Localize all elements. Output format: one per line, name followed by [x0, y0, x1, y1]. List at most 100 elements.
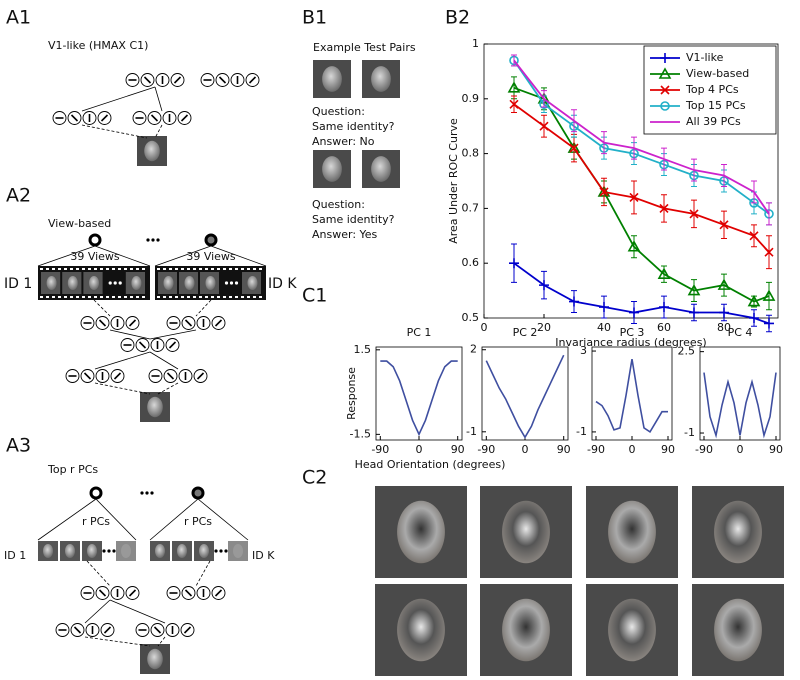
- perforation: [52, 268, 55, 270]
- series-line: [595, 358, 668, 434]
- filter-stroke: [150, 114, 159, 122]
- perforation: [100, 296, 103, 298]
- filter-stroke: [73, 626, 82, 634]
- x-tick-label: 0: [416, 443, 423, 456]
- id-label: ID 1: [4, 276, 32, 292]
- connector: [149, 498, 199, 541]
- perforation: [229, 268, 232, 270]
- head: [714, 598, 762, 662]
- dashed-connector: [157, 636, 166, 647]
- filter-stroke: [70, 114, 79, 122]
- ellipsis-dot: [102, 549, 106, 553]
- chart-title: PC 3: [620, 326, 645, 339]
- series-line: [513, 59, 770, 215]
- connector: [154, 86, 163, 112]
- perforation: [193, 296, 196, 298]
- panel-label: A3: [6, 435, 31, 457]
- series-line: [513, 262, 770, 325]
- perforation: [187, 296, 190, 298]
- group-label: 39 Views: [70, 250, 120, 263]
- marker: [660, 85, 670, 95]
- filter-stroke: [83, 372, 92, 380]
- error-bar: [751, 180, 757, 204]
- connector: [210, 245, 267, 267]
- marker: [687, 283, 701, 296]
- ellipsis-dot: [140, 491, 144, 495]
- perforation: [130, 296, 133, 298]
- y-tick-label: 0.5: [462, 311, 480, 324]
- y-tick-label: 2.5: [678, 345, 696, 358]
- x-tick-label: -90: [587, 443, 605, 456]
- perforation: [205, 268, 208, 270]
- head: [608, 500, 656, 564]
- head: [177, 544, 187, 558]
- id-label: ID K: [252, 549, 275, 562]
- error-bar: [691, 158, 697, 182]
- chart-title: PC 1: [407, 326, 432, 339]
- error-bar: [571, 109, 577, 133]
- filter-stroke: [168, 341, 177, 349]
- unit-icon: [204, 233, 218, 247]
- plot-frame: [375, 346, 463, 441]
- head: [502, 500, 550, 564]
- connector: [109, 599, 166, 624]
- perforation: [88, 296, 91, 298]
- perforation: [136, 268, 139, 270]
- ellipsis-dot: [151, 238, 155, 242]
- perforation: [64, 296, 67, 298]
- x-tick-label: 80: [717, 321, 731, 334]
- x-tick-label: 20: [537, 321, 551, 334]
- perforation: [163, 296, 166, 298]
- panel-label: A2: [6, 185, 31, 207]
- error-bar: [661, 147, 667, 171]
- head: [67, 276, 78, 290]
- perforation: [76, 296, 79, 298]
- caption: Top r PCs: [47, 463, 98, 476]
- unit-icon: [88, 233, 102, 247]
- head: [46, 276, 57, 290]
- head: [233, 544, 243, 558]
- perforation: [112, 296, 115, 298]
- ellipsis-dot: [150, 491, 154, 495]
- marker: [764, 318, 774, 329]
- connector: [81, 86, 156, 112]
- perforation: [58, 296, 61, 298]
- filter-stroke: [113, 372, 122, 380]
- dashed-connector: [81, 124, 148, 139]
- filter-stroke: [128, 319, 137, 327]
- x-tick-label: 90: [451, 443, 465, 456]
- head: [147, 648, 163, 670]
- connector: [94, 351, 151, 370]
- perforation: [124, 296, 127, 298]
- filter-stroke: [183, 626, 192, 634]
- error-bar: [631, 235, 637, 259]
- dashed-connector: [86, 560, 111, 587]
- filter-stroke: [218, 76, 227, 84]
- perforation: [253, 296, 256, 298]
- id-label: ID 1: [4, 549, 26, 562]
- ellipsis-dot: [118, 281, 122, 285]
- dashed-connector: [84, 636, 151, 647]
- perforation: [235, 296, 238, 298]
- filter-stroke: [98, 589, 107, 597]
- filter-stroke: [143, 76, 152, 84]
- head: [147, 396, 163, 418]
- perforation: [259, 296, 262, 298]
- perforation: [46, 268, 49, 270]
- pair-text: Question:: [312, 198, 365, 211]
- marker: [659, 302, 669, 313]
- marker: [719, 307, 729, 318]
- perforation: [211, 268, 214, 270]
- y-axis-label: Area Under ROC Curve: [447, 118, 460, 244]
- head: [397, 500, 445, 564]
- filter-stroke: [214, 319, 223, 327]
- marker: [689, 209, 699, 219]
- pair-text: Answer: Yes: [312, 228, 378, 241]
- marker: [599, 187, 609, 197]
- perforation: [106, 296, 109, 298]
- caption: Example Test Pairs: [313, 41, 416, 54]
- perforation: [181, 296, 184, 298]
- perforation: [175, 268, 178, 270]
- dashed-connector: [94, 382, 151, 395]
- marker: [717, 278, 731, 290]
